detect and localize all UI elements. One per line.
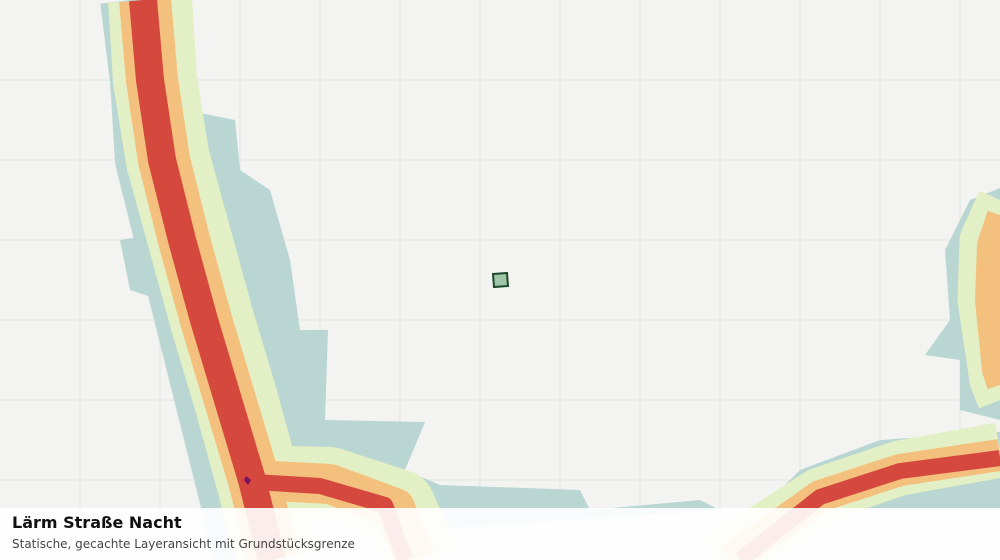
noise-zone <box>185 110 720 530</box>
noise-zone <box>129 0 286 560</box>
noise-zone <box>975 210 1000 390</box>
noise-hotspot <box>244 476 251 485</box>
noise-zones <box>100 0 1000 560</box>
parcel-boundary[interactable] <box>491 271 510 289</box>
layer-title: Lärm Straße Nacht <box>12 513 182 532</box>
layer-subtitle: Statische, gecachte Layeransicht mit Gru… <box>12 537 355 551</box>
legend-panel <box>0 508 1000 560</box>
